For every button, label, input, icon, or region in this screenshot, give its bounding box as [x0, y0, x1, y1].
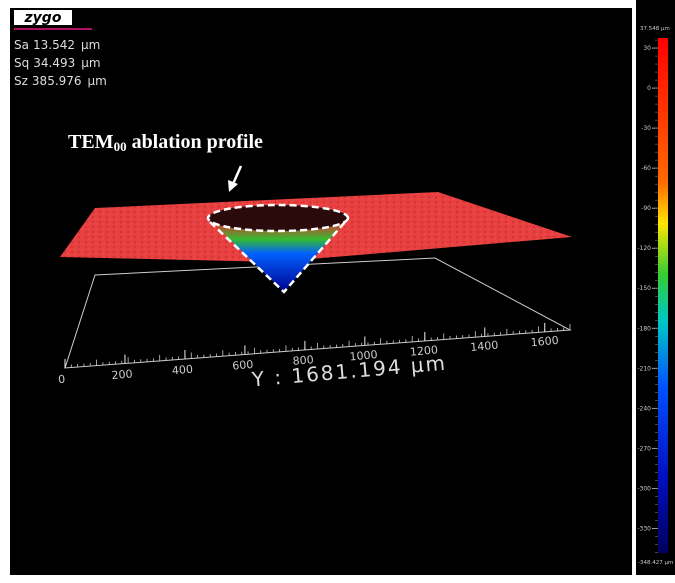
ruler-label: 1400	[470, 339, 499, 354]
ruler-label: 200	[111, 367, 133, 382]
colorbar-min-label: -348.427 µm	[638, 560, 673, 566]
ruler-label: 1600	[530, 334, 559, 349]
colorbar-tick-label: 0	[647, 85, 651, 92]
colorbar-tick-label: -300	[637, 485, 651, 492]
stat: Sz 385.976 µm	[14, 74, 107, 88]
stat-value: 385.976	[32, 74, 82, 88]
ruler-label: 400	[171, 363, 193, 378]
stat: Sa 13.542 µm	[14, 38, 100, 52]
ruler-label: 800	[292, 353, 314, 368]
viewport	[10, 8, 632, 575]
arrow-head	[228, 180, 238, 192]
stat-name: Sa	[14, 38, 29, 52]
colorbar-scale: 30 0 -30 -60 -90 -120 -150 -180 -210 -240 -270 -300…	[637, 26, 673, 566]
stat-unit: µm	[88, 74, 107, 88]
colorbar-tick-label: -150	[637, 285, 651, 292]
profile-outline	[209, 221, 346, 294]
stat-value: 13.542	[33, 38, 75, 52]
colorbar-tick-label: 30	[643, 45, 651, 52]
colorbar-tick-label: -120	[637, 245, 651, 252]
colorbar-max-label: 37.548 µm	[640, 26, 670, 32]
colorbar-tick-label: -30	[641, 125, 651, 132]
ruler-label: 1000	[349, 348, 378, 363]
stats: Sa 13.542 µm Sq 34.493 µm Sz 385.976 µm	[14, 38, 107, 88]
stat-name: Sz	[14, 74, 28, 88]
colorbar	[658, 38, 668, 553]
colorbar-tick-label: -270	[637, 445, 651, 452]
stat-name: Sq	[14, 56, 29, 70]
stat-value: 34.493	[33, 56, 75, 70]
annotation-subscript: 00	[114, 139, 127, 154]
logo-box	[14, 10, 72, 25]
arrow-shaft	[231, 165, 243, 185]
colorbar-tick-label: -90	[641, 205, 651, 212]
colorbar-panel	[636, 0, 675, 575]
colorbar-tick-label: -60	[641, 165, 651, 172]
crater-outline	[206, 203, 350, 233]
stat: Sq 34.493 µm	[14, 56, 101, 70]
ablation-crater	[212, 222, 345, 292]
annotation: TEM00 ablation profile	[68, 131, 263, 154]
stat-unit: µm	[81, 38, 100, 52]
colorbar-tick-label: -240	[637, 405, 651, 412]
colorbar-tick-label: -180	[637, 325, 651, 332]
stat-unit: µm	[81, 56, 100, 70]
annotation-rest: ablation profile	[132, 131, 263, 153]
colorbar-tick-label: -210	[637, 365, 651, 372]
ruler-label: 0	[58, 373, 66, 387]
ruler-label: 1200	[409, 343, 438, 358]
colorbar-tick-label: -330	[637, 525, 651, 532]
ruler-label: 600	[232, 358, 254, 373]
logo: zygo	[24, 10, 62, 26]
annotation-main: TEM	[68, 131, 114, 153]
ruler: 0 200 400 600 800 1000 1200 1400 1600	[58, 322, 571, 387]
